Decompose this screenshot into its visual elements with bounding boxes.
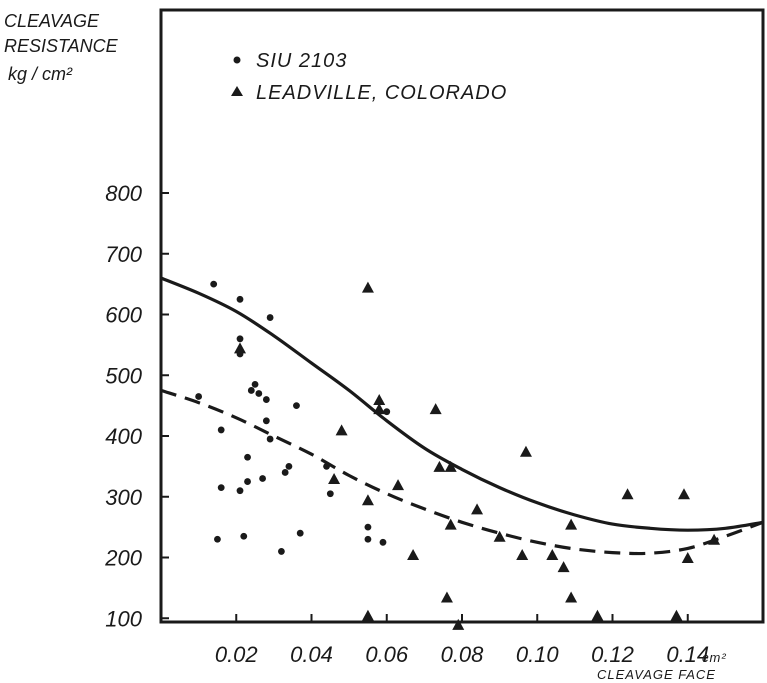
point-circle [323, 462, 330, 470]
x-tick-label: 0.06 [365, 642, 409, 667]
point-circle [236, 487, 244, 495]
y-tick-label: 800 [105, 181, 142, 206]
point-circle [364, 535, 372, 543]
x-tick-label: 0.02 [215, 642, 258, 667]
x-tick-label: 0.14 [666, 642, 709, 667]
point-circle [240, 532, 248, 540]
point-triangle [328, 473, 341, 485]
point-triangle [591, 609, 604, 621]
y-axis-title: CLEAVAGE RESISTANCE kg / cm² [4, 11, 119, 84]
y-axis-title-line-3: kg / cm² [8, 64, 73, 84]
point-triangle [392, 479, 405, 491]
point-triangle [565, 518, 578, 530]
point-circle [255, 390, 263, 397]
y-tick-label: 100 [105, 606, 142, 631]
point-triangle [677, 488, 690, 500]
y-axis-title-line-1: CLEAVAGE [4, 11, 100, 31]
x-axis-unit: cm² [702, 650, 727, 665]
point-triangle [670, 609, 683, 621]
point-circle [262, 396, 270, 403]
point-circle [217, 426, 225, 434]
point-triangle [444, 518, 457, 530]
point-circle [236, 335, 244, 343]
point-circle [379, 538, 387, 546]
point-triangle [335, 424, 348, 436]
legend-marker-siu-2103 [233, 56, 241, 64]
point-circle [214, 535, 221, 543]
y-tick-label: 200 [104, 546, 142, 571]
point-triangle [433, 460, 446, 472]
point-triangle [234, 342, 247, 354]
x-tick-label: 0.10 [516, 642, 560, 667]
point-circle [364, 523, 372, 531]
point-triangle [429, 403, 442, 415]
y-tick-label: 300 [105, 485, 142, 510]
point-circle [281, 469, 289, 476]
point-circle [217, 484, 225, 492]
y-tick-label: 500 [105, 363, 142, 388]
dashed-fit-curve [160, 388, 764, 556]
point-circle [285, 462, 293, 470]
point-triangle [516, 548, 529, 560]
point-triangle [681, 552, 694, 563]
y-axis-ticks: 100 200 300 400 500 600 700 800 [104, 181, 169, 631]
point-triangle [440, 591, 453, 603]
point-circle [251, 380, 259, 388]
fit-curves [160, 276, 764, 556]
point-circle [266, 435, 274, 443]
legend-label-siu-2103: SIU 2103 [256, 50, 347, 72]
y-tick-label: 400 [105, 424, 142, 449]
point-circle [244, 453, 251, 461]
point-circle [210, 280, 218, 288]
point-triangle [361, 609, 374, 621]
legend: SIU 2103 LEADVILLE, COLORADO [231, 50, 507, 104]
point-circle [244, 478, 251, 485]
point-triangle [471, 503, 484, 515]
point-circle [195, 393, 203, 400]
point-triangle [444, 460, 457, 472]
point-triangle [361, 494, 374, 506]
point-triangle [452, 618, 465, 630]
x-axis-title: CLEAVAGE FACE [597, 667, 716, 682]
data-points [195, 280, 721, 630]
x-axis-ticks: 0.02 0.04 0.06 0.08 0.10 0.12 0.14 [215, 614, 709, 667]
y-tick-label: 700 [105, 242, 142, 267]
point-triangle [407, 548, 420, 560]
point-triangle [361, 281, 374, 293]
point-circle [296, 529, 304, 537]
point-triangle [708, 533, 721, 545]
x-tick-label: 0.04 [290, 642, 333, 667]
point-circle [266, 314, 274, 321]
point-circle [293, 402, 300, 410]
point-triangle [373, 394, 386, 406]
point-triangle [557, 561, 570, 573]
point-triangle [546, 548, 559, 560]
point-triangle [565, 591, 578, 603]
point-circle [259, 475, 266, 482]
y-axis-title-line-2: RESISTANCE [4, 36, 119, 56]
point-triangle [621, 488, 634, 500]
point-circle [236, 295, 244, 303]
solid-fit-curve [160, 276, 764, 532]
legend-marker-leadville [231, 86, 243, 96]
x-tick-label: 0.12 [591, 642, 634, 667]
point-circle [262, 417, 270, 425]
point-triangle [519, 445, 532, 457]
point-circle [278, 548, 285, 555]
x-tick-label: 0.08 [441, 642, 485, 667]
point-triangle [373, 403, 386, 415]
point-triangle [493, 530, 506, 542]
point-circle [383, 408, 391, 416]
legend-label-leadville: LEADVILLE, COLORADO [256, 82, 507, 104]
point-circle [326, 490, 334, 498]
y-tick-label: 600 [105, 303, 142, 328]
point-circle [247, 387, 255, 394]
